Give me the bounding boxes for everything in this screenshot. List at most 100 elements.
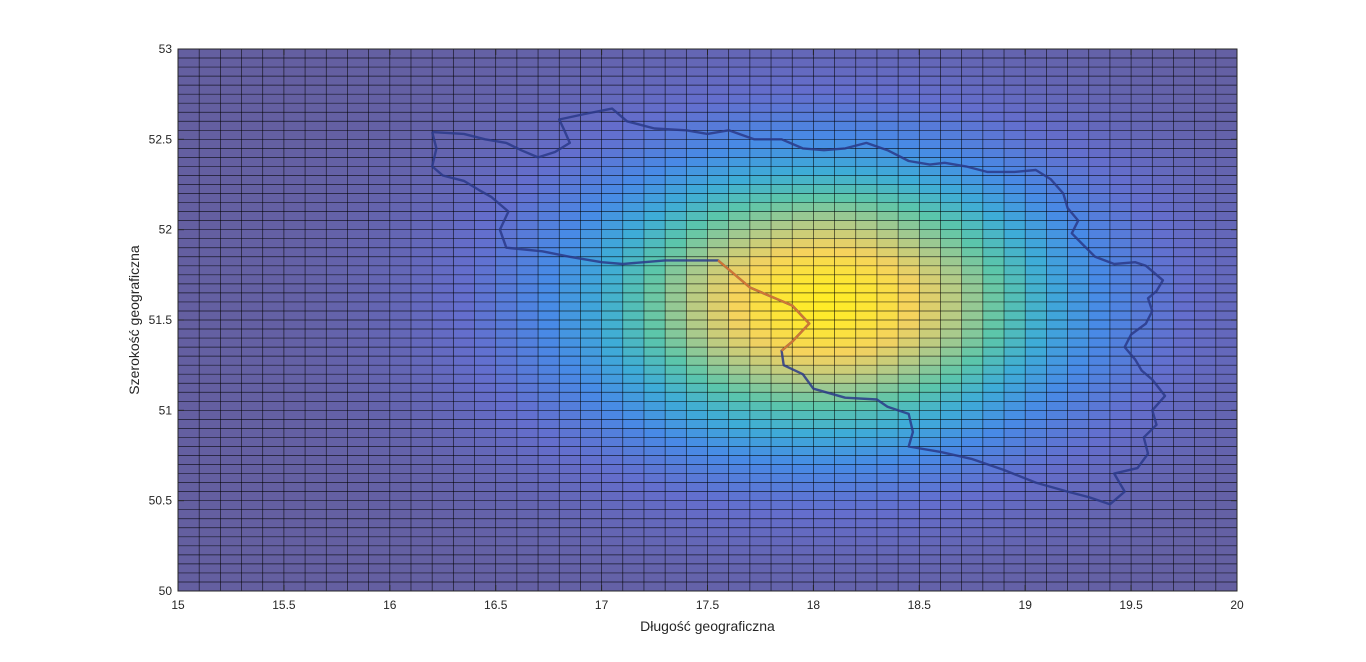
heatmap-cell (1004, 581, 1026, 592)
heatmap-cell (1173, 175, 1196, 185)
heatmap-cell (368, 94, 391, 104)
heatmap-cell (516, 301, 539, 312)
heatmap-cell (178, 545, 200, 556)
heatmap-cell (665, 527, 687, 538)
heatmap-cell (1152, 482, 1174, 493)
heatmap-cell (834, 58, 857, 68)
heatmap-cell (707, 58, 730, 68)
heatmap-cell (686, 419, 708, 429)
heatmap-cell (474, 527, 497, 538)
heatmap-cell (728, 67, 751, 77)
heatmap-cell (199, 338, 221, 348)
heatmap-cell (538, 211, 560, 222)
heatmap-cell (1088, 121, 1111, 131)
heatmap-cell (220, 76, 242, 86)
heatmap-cell (495, 392, 518, 402)
heatmap-cell (283, 67, 306, 77)
heatmap-cell (792, 274, 814, 285)
heatmap-cell (453, 157, 475, 167)
heatmap-cell (1004, 247, 1026, 258)
heatmap-cell (495, 428, 518, 438)
heatmap-cell (961, 356, 984, 366)
heatmap-cell (432, 49, 454, 59)
heatmap-cell (855, 283, 878, 294)
heatmap-cell (538, 85, 560, 95)
heatmap-cell (495, 184, 518, 194)
heatmap-cell (643, 500, 666, 511)
grid-lines (177, 48, 1238, 592)
heatmap-cell (665, 274, 687, 285)
heatmap-cell (178, 446, 200, 456)
heatmap-cell (1025, 365, 1047, 375)
heatmap-cell (432, 410, 454, 420)
heatmap-cell (771, 563, 793, 574)
heatmap-cell (1067, 58, 1090, 68)
heatmap-cell (432, 220, 454, 231)
heatmap-cell (368, 482, 391, 493)
heatmap-cell (538, 473, 560, 483)
heatmap-cell (643, 419, 666, 429)
heatmap-cell (305, 247, 327, 258)
heatmap-cell (220, 103, 242, 113)
heatmap-cell (178, 94, 200, 104)
heatmap-cell (220, 112, 242, 122)
heatmap-cell (961, 256, 984, 267)
heatmap-cell (262, 211, 285, 222)
heatmap-cell (707, 202, 730, 212)
heatmap-cell (919, 419, 941, 429)
heatmap-cell (834, 500, 857, 511)
heatmap-cell (516, 374, 539, 384)
heatmap-cell (580, 455, 602, 465)
heatmap-cell (559, 455, 581, 465)
heatmap-cell (474, 247, 497, 258)
heatmap-cell (665, 419, 687, 429)
heatmap-cell (326, 121, 348, 131)
heatmap-cell (1109, 509, 1132, 520)
heatmap-cell (855, 419, 878, 429)
heatmap-cell (643, 67, 666, 77)
heatmap-cell (389, 365, 412, 375)
heatmap-cell (1152, 473, 1174, 483)
heatmap-cell (749, 301, 772, 312)
heatmap-cell (1109, 148, 1132, 158)
heatmap-cell (262, 554, 285, 565)
heatmap-cell (220, 139, 242, 149)
heatmap-cell (622, 121, 645, 131)
heatmap-cell (601, 202, 624, 212)
heatmap-cell (961, 338, 984, 348)
heatmap-cell (347, 274, 370, 285)
heatmap-cell (1131, 410, 1153, 420)
heatmap-cell (368, 193, 391, 203)
heatmap-cell (643, 347, 666, 357)
heatmap-cell (1173, 94, 1196, 104)
heatmap-cell (326, 265, 348, 276)
heatmap-cell (728, 482, 751, 493)
heatmap-cell (834, 356, 857, 366)
heatmap-cell (601, 166, 624, 176)
heatmap-cell (876, 554, 899, 565)
heatmap-cell (855, 121, 878, 131)
heatmap-cell (453, 112, 475, 122)
heatmap-cell (919, 347, 941, 357)
heatmap-cell (1004, 130, 1026, 140)
heatmap-cell (1194, 265, 1217, 276)
heatmap-cell (178, 428, 200, 438)
heatmap-cell (241, 554, 264, 565)
heatmap-cell (813, 292, 835, 303)
heatmap-cell (707, 274, 730, 285)
heatmap-cell (707, 283, 730, 294)
heatmap-cell (940, 356, 963, 366)
heatmap-cell (643, 148, 666, 158)
heatmap-cell (326, 545, 348, 556)
heatmap-cell (474, 256, 497, 267)
heatmap-cell (1004, 103, 1026, 113)
heatmap-cell (622, 419, 645, 429)
heatmap-cell (347, 103, 370, 113)
heatmap-cell (305, 347, 327, 357)
heatmap-cell (1215, 455, 1238, 465)
heatmap-cell (643, 365, 666, 375)
heatmap-cell (855, 58, 878, 68)
heatmap-cell (686, 229, 708, 240)
heatmap-cell (898, 112, 920, 122)
heatmap-cell (834, 329, 857, 339)
